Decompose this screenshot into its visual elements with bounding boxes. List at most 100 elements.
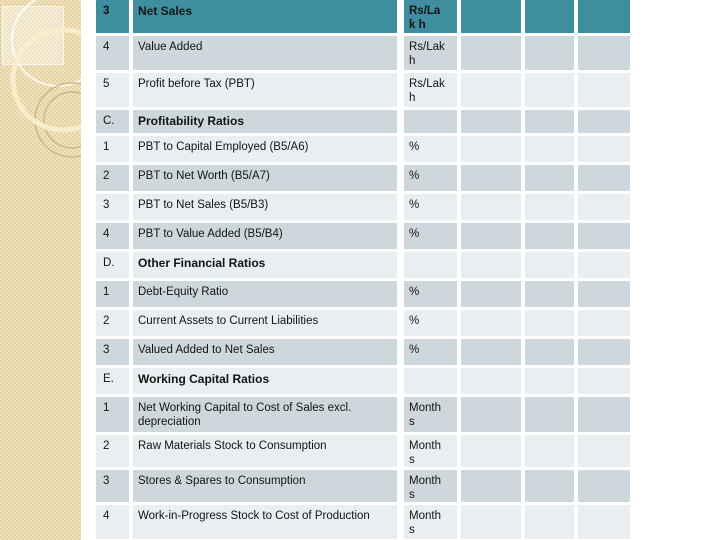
empty-value-cell [461, 397, 525, 435]
row-number-cell: C. [96, 110, 133, 136]
row-unit-cell: % [404, 194, 461, 223]
row-number-cell: 4 [96, 36, 133, 73]
row-unit-cell: % [404, 310, 461, 339]
table-row: C. Profitability Ratios [96, 110, 630, 136]
empty-value-cell [578, 397, 630, 435]
row-number-cell: 1 [96, 397, 133, 435]
row-unit-cell: Rs/Lak h [404, 73, 461, 110]
row-label-cell: PBT to Capital Employed (B5/A6) [133, 136, 404, 165]
tan-outer-ring-ornament [34, 82, 81, 158]
row-unit-cell: Months [404, 397, 461, 435]
row-label-cell: Raw Materials Stock to Consumption [133, 435, 404, 470]
table-row: 2 Current Assets to Current Liabilities% [96, 310, 630, 339]
white-circle-ornament [11, 0, 81, 87]
row-unit-cell: Months [404, 435, 461, 470]
empty-value-cell [525, 505, 578, 540]
empty-value-cell [525, 194, 578, 223]
table-row: D. Other Financial Ratios [96, 252, 630, 281]
empty-value-cell [525, 252, 578, 281]
row-number-cell: 4 [96, 505, 133, 540]
table-row: 3 Valued Added to Net Sales% [96, 339, 630, 368]
empty-value-cell [578, 165, 630, 194]
row-label-cell: Work-in-Progress Stock to Cost of Produc… [133, 505, 404, 540]
row-number-cell: 5 [96, 73, 133, 110]
empty-value-cell [578, 435, 630, 470]
empty-value-cell [461, 281, 525, 310]
table-row: 1 Net Working Capital to Cost of Sales ex… [96, 397, 630, 435]
decorative-sidebar [0, 0, 81, 540]
row-number-cell: 3 [96, 339, 133, 368]
empty-value-cell [578, 36, 630, 73]
empty-value-cell [578, 73, 630, 110]
empty-value-cell [461, 339, 525, 368]
empty-value-cell [461, 310, 525, 339]
table-row: 1 PBT to Capital Employed (B5/A6)% [96, 136, 630, 165]
empty-value-cell [461, 223, 525, 252]
empty-value-cell [578, 310, 630, 339]
empty-value-cell [461, 252, 525, 281]
row-label-cell: PBT to Net Sales (B5/B3) [133, 194, 404, 223]
empty-value-cell [525, 368, 578, 397]
row-unit-cell: Months [404, 505, 461, 540]
empty-value-cell [525, 470, 578, 505]
table-row: 2 Raw Materials Stock to Consumption Month… [96, 435, 630, 470]
empty-value-cell [461, 470, 525, 505]
row-unit-cell: % [404, 165, 461, 194]
empty-value-cell [461, 36, 525, 73]
row-unit-cell [404, 252, 461, 281]
empty-value-cell [461, 73, 525, 110]
row-number-cell: 1 [96, 136, 133, 165]
row-unit-cell: Rs/Lak h [404, 36, 461, 73]
empty-value-cell [525, 73, 578, 110]
row-number-cell: 1 [96, 281, 133, 310]
table-row: E. Working Capital Ratios [96, 368, 630, 397]
table-row: 1 Debt-Equity Ratio% [96, 281, 630, 310]
row-label-cell: Stores & Spares to Consumption [133, 470, 404, 505]
empty-value-cell [525, 0, 578, 36]
row-number-cell: 4 [96, 223, 133, 252]
empty-value-cell [525, 165, 578, 194]
empty-value-cell [578, 281, 630, 310]
row-number-cell: 3 [96, 0, 133, 36]
empty-value-cell [578, 223, 630, 252]
table-row: 4 PBT to Value Added (B5/B4)% [96, 223, 630, 252]
row-label-cell: PBT to Net Worth (B5/A7) [133, 165, 404, 194]
row-number-cell: 2 [96, 165, 133, 194]
empty-value-cell [461, 435, 525, 470]
empty-value-cell [578, 470, 630, 505]
empty-value-cell [578, 194, 630, 223]
empty-value-cell [525, 339, 578, 368]
empty-value-cell [525, 397, 578, 435]
empty-value-cell [578, 136, 630, 165]
table-row: 3 Net Sales Rs/Lak h [96, 0, 630, 36]
tan-inner-ring-ornament [43, 91, 81, 149]
row-number-cell: E. [96, 368, 133, 397]
empty-value-cell [461, 0, 525, 36]
row-unit-cell: Months [404, 470, 461, 505]
row-label-cell: Value Added [133, 36, 404, 73]
row-unit-cell [404, 110, 461, 136]
row-number-cell: 2 [96, 435, 133, 470]
row-number-cell: 3 [96, 194, 133, 223]
empty-value-cell [525, 110, 578, 136]
row-unit-cell: % [404, 281, 461, 310]
table-row: 3 PBT to Net Sales (B5/B3)% [96, 194, 630, 223]
cream-circle-ornament [10, 27, 81, 133]
row-label-cell: Other Financial Ratios [133, 252, 404, 281]
empty-value-cell [525, 136, 578, 165]
row-unit-cell: Rs/Lak h [404, 0, 461, 36]
empty-value-cell [578, 505, 630, 540]
sidebar-circles-ornament [10, 0, 81, 158]
row-label-cell: Profitability Ratios [133, 110, 404, 136]
empty-value-cell [525, 36, 578, 73]
empty-value-cell [525, 310, 578, 339]
empty-value-cell [525, 281, 578, 310]
empty-value-cell [578, 339, 630, 368]
empty-value-cell [461, 368, 525, 397]
row-label-cell: Debt-Equity Ratio [133, 281, 404, 310]
empty-value-cell [578, 368, 630, 397]
row-unit-cell: % [404, 339, 461, 368]
row-label-cell: PBT to Value Added (B5/B4) [133, 223, 404, 252]
